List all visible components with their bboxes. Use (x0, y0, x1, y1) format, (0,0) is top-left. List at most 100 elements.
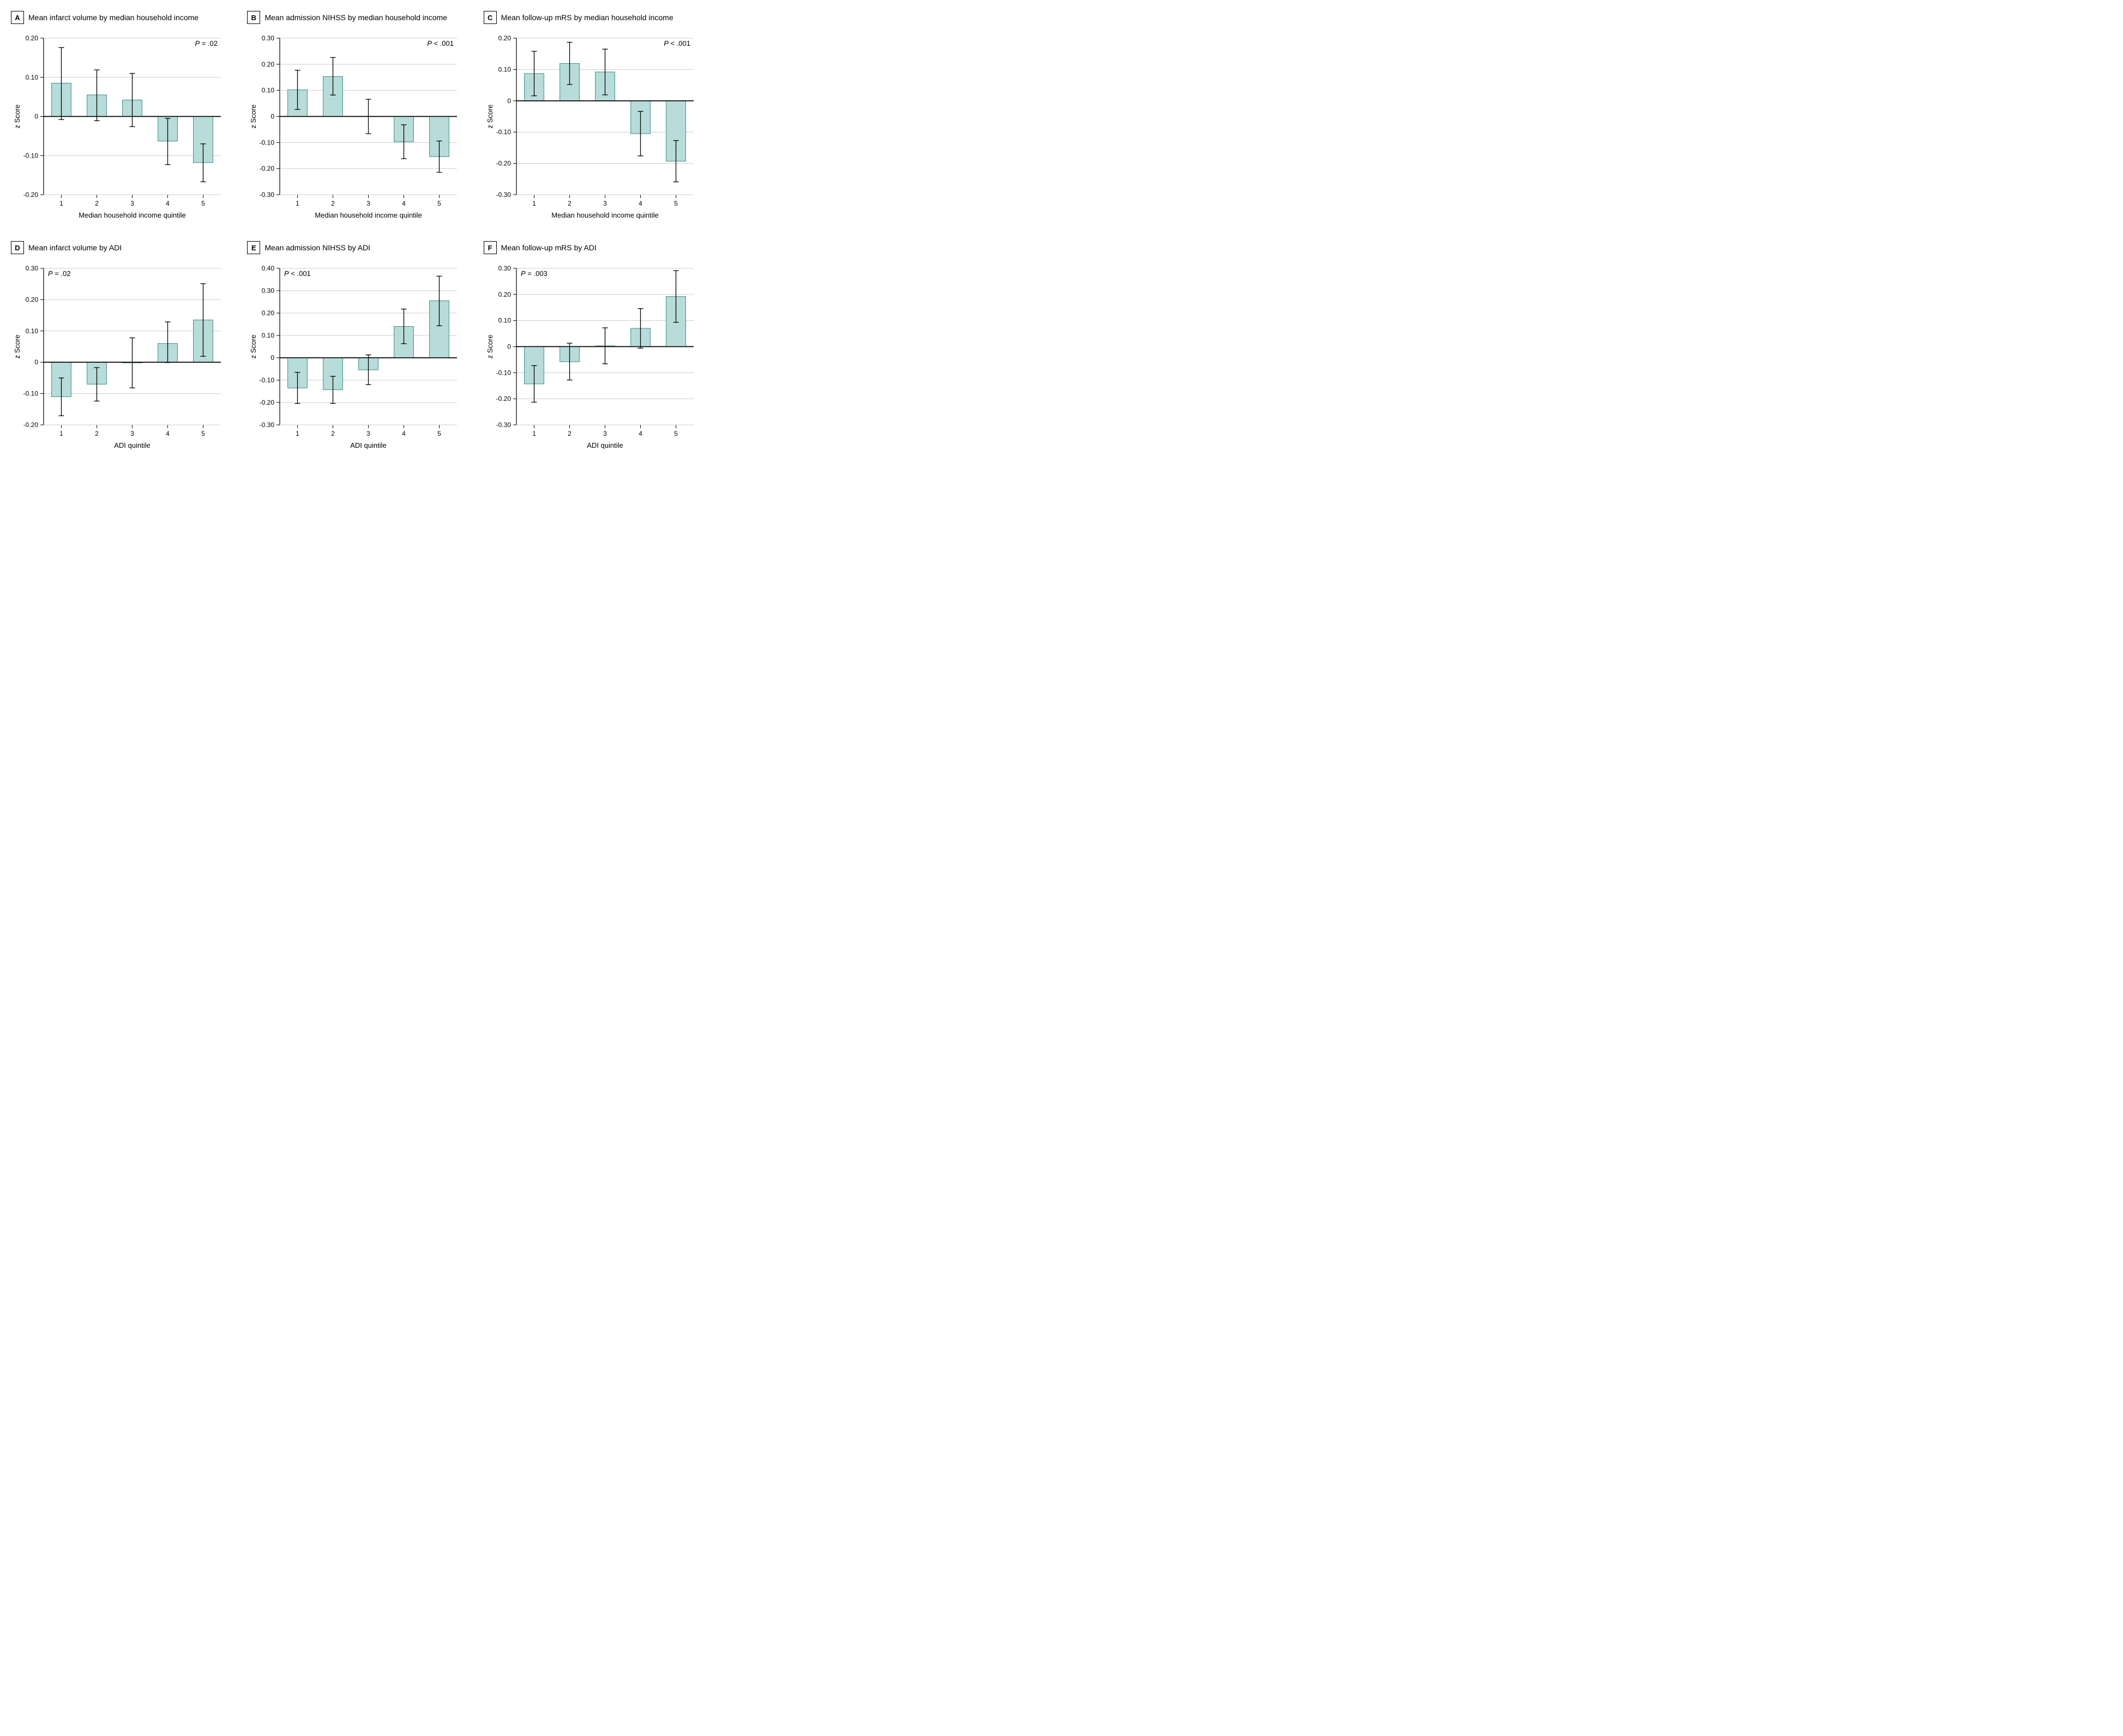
x-tick-label: 2 (95, 200, 99, 207)
x-tick-label: 4 (166, 430, 170, 437)
panel-letter: F (484, 241, 497, 254)
x-tick-label: 4 (166, 200, 170, 207)
y-tick-label: -0.20 (23, 421, 39, 429)
x-tick-label: 3 (366, 430, 370, 437)
chart-wrap: -0.20-0.1000.100.2012345Median household… (11, 28, 236, 225)
y-tick-label: -0.20 (260, 165, 275, 172)
y-tick-label: -0.10 (23, 390, 39, 398)
x-axis-title: Median household income quintile (79, 211, 186, 219)
y-tick-label: 0.10 (498, 317, 511, 325)
bar-chart: -0.30-0.20-0.1000.100.200.3012345Median … (247, 28, 465, 225)
y-tick-label: 0 (34, 358, 38, 366)
y-tick-label: 0.20 (262, 61, 275, 68)
y-tick-label: 0.10 (262, 332, 275, 339)
y-tick-label: -0.20 (260, 399, 275, 406)
x-tick-label: 4 (639, 200, 642, 207)
x-tick-label: 1 (532, 200, 536, 207)
x-tick-label: 3 (603, 200, 607, 207)
chart-wrap: -0.30-0.20-0.1000.100.200.3012345ADI qui… (484, 259, 709, 455)
y-tick-label: -0.20 (496, 160, 511, 167)
chart-wrap: -0.30-0.20-0.1000.100.200.300.4012345ADI… (247, 259, 472, 455)
y-tick-label: 0.20 (262, 309, 275, 317)
panel-header: C Mean follow-up mRS by median household … (484, 11, 709, 24)
x-axis-title: Median household income quintile (551, 211, 659, 219)
bar-chart: -0.30-0.20-0.1000.100.2012345Median hous… (484, 28, 702, 225)
panel-header: F Mean follow-up mRS by ADI (484, 241, 709, 254)
x-tick-label: 3 (603, 430, 607, 437)
x-tick-label: 5 (437, 200, 441, 207)
p-value: P = .003 (521, 269, 548, 278)
y-tick-label: 0.40 (262, 265, 275, 272)
y-tick-label: 0 (507, 97, 511, 105)
panel-B: B Mean admission NIHSS by median househol… (247, 11, 472, 225)
x-tick-label: 5 (674, 430, 678, 437)
panel-header: B Mean admission NIHSS by median househol… (247, 11, 472, 24)
x-tick-label: 2 (568, 430, 572, 437)
x-tick-label: 4 (639, 430, 642, 437)
p-value: P < .001 (284, 269, 311, 278)
panel-header: EMean admission NIHSS by ADI (247, 241, 472, 254)
panel-F: F Mean follow-up mRS by ADI -0.30 -0.20 -0.1… (484, 241, 709, 455)
panel-header: AMean infarct volume by median household… (11, 11, 236, 24)
x-tick-label: 5 (674, 200, 678, 207)
panel-title: Mean admission NIHSS by median household… (264, 13, 447, 22)
y-tick-label: 0.30 (498, 265, 511, 272)
panel-C: C Mean follow-up mRS by median household … (484, 11, 709, 225)
x-tick-label: 5 (201, 430, 205, 437)
y-tick-label: 0.30 (26, 265, 39, 272)
x-axis-title: ADI quintile (351, 441, 387, 449)
panel-letter: D (11, 241, 24, 254)
y-tick-label: -0.30 (496, 421, 511, 429)
y-axis-title: z Score (13, 334, 21, 358)
x-tick-label: 2 (331, 430, 335, 437)
y-tick-label: 0.20 (26, 296, 39, 303)
x-tick-label: 5 (201, 200, 205, 207)
y-axis-title: z Score (249, 104, 257, 128)
bar-chart: -0.30-0.20-0.1000.100.200.3012345ADI qui… (484, 259, 702, 455)
bar-chart: -0.20-0.1000.100.2012345Median household… (11, 28, 229, 225)
panel-title: Mean follow-up mRS by median household i… (501, 13, 673, 22)
y-tick-label: 0.20 (26, 34, 39, 42)
y-tick-label: 0.10 (498, 65, 511, 73)
x-tick-label: 1 (532, 430, 536, 437)
y-tick-label: -0.10 (496, 369, 511, 376)
y-tick-label: 0 (271, 354, 275, 362)
y-tick-label: 0.10 (26, 327, 39, 335)
y-tick-label: -0.10 (260, 139, 275, 146)
y-tick-label: 0 (34, 113, 38, 121)
x-tick-label: 2 (95, 430, 99, 437)
y-tick-label: -0.30 (260, 421, 275, 429)
panel-letter: B (247, 11, 260, 24)
panel-title: Mean follow-up mRS by ADI (501, 243, 597, 252)
y-tick-label: -0.10 (496, 128, 511, 136)
x-axis-title: ADI quintile (587, 441, 623, 449)
panel-A: AMean infarct volume by median household… (11, 11, 236, 225)
y-tick-label: -0.10 (260, 376, 275, 384)
y-tick-label: 0 (507, 343, 511, 351)
y-axis-title: z Score (13, 104, 21, 128)
panel-title: Mean infarct volume by ADI (28, 243, 122, 252)
p-value: P < .001 (428, 39, 454, 47)
y-axis-title: z Score (486, 334, 494, 358)
y-tick-label: -0.20 (496, 395, 511, 403)
y-tick-label: 0.30 (262, 287, 275, 295)
x-tick-label: 1 (296, 200, 299, 207)
chart-wrap: -0.30-0.20-0.1000.100.2012345Median hous… (484, 28, 709, 225)
p-value: P = .02 (48, 269, 71, 278)
chart-wrap: -0.20-0.1000.100.200.3012345ADI quintile… (11, 259, 236, 455)
bar-chart: -0.20-0.1000.100.200.3012345ADI quintile… (11, 259, 229, 455)
y-axis-title: z Score (486, 104, 494, 128)
x-tick-label: 4 (402, 200, 406, 207)
panel-title: Mean admission NIHSS by ADI (264, 243, 370, 252)
y-tick-label: 0.30 (262, 34, 275, 42)
y-tick-label: 0.20 (498, 34, 511, 42)
y-tick-label: -0.30 (496, 191, 511, 199)
x-tick-label: 4 (402, 430, 406, 437)
panel-E: EMean admission NIHSS by ADI -0.30 -0.20 -0… (247, 241, 472, 455)
x-tick-label: 5 (437, 430, 441, 437)
chart-grid: AMean infarct volume by median household… (11, 11, 709, 455)
x-tick-label: 3 (366, 200, 370, 207)
p-value: P = .02 (195, 39, 218, 47)
y-tick-label: -0.20 (23, 191, 39, 199)
panel-letter: C (484, 11, 497, 24)
